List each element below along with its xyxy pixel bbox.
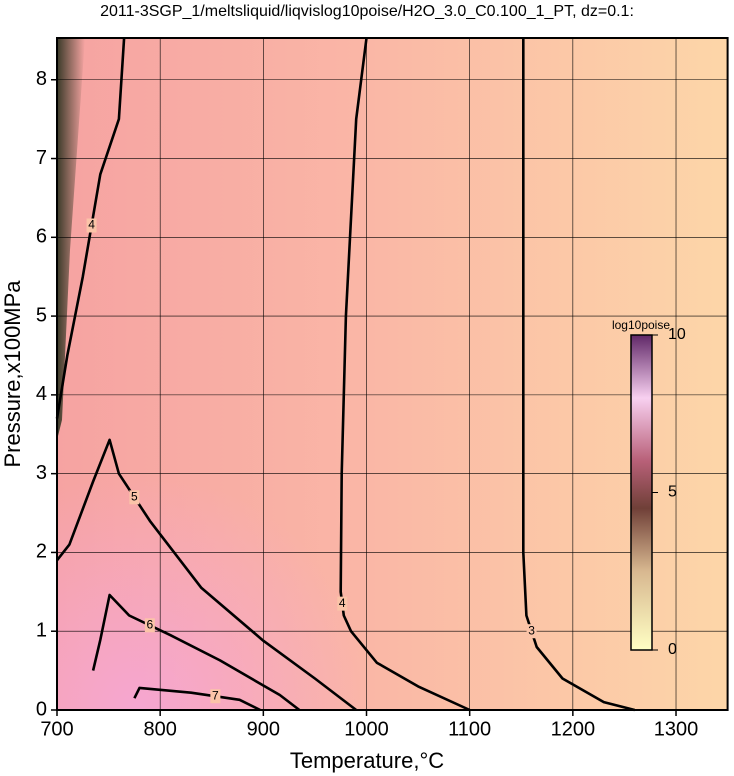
contour-label-bg bbox=[144, 618, 155, 633]
dense-contour-band bbox=[57, 38, 85, 440]
y-tick-label: 8 bbox=[36, 68, 47, 90]
contour-label: 4 bbox=[88, 218, 95, 232]
contour-label-bg bbox=[210, 689, 221, 704]
x-tick-label: 1100 bbox=[448, 718, 491, 740]
colorbar-tick-label: 10 bbox=[668, 326, 686, 343]
y-tick-label: 7 bbox=[36, 147, 47, 169]
contour-label-bg bbox=[86, 218, 97, 233]
y-tick-label: 5 bbox=[36, 304, 47, 326]
y-tick-label: 3 bbox=[36, 462, 47, 484]
contour-line bbox=[133, 686, 261, 712]
y-tick-label: 1 bbox=[36, 620, 47, 642]
x-tick-label: 1300 bbox=[654, 718, 699, 740]
x-tick-label: 1000 bbox=[344, 718, 389, 740]
colorbar-label: log10poise bbox=[612, 318, 670, 332]
contour-label: 5 bbox=[131, 489, 138, 503]
colorbar bbox=[630, 334, 653, 651]
y-axis-label: Pressure,x100MPa bbox=[0, 280, 25, 468]
chart-title: 2011-3SGP_1/meltsliquid/liqvislog10poise… bbox=[100, 3, 634, 20]
contour-label: 4 bbox=[339, 596, 346, 610]
colorbar-tick-label: 0 bbox=[668, 641, 677, 658]
x-axis-label: Temperature,°C bbox=[290, 748, 444, 773]
contour-label-bg bbox=[526, 624, 537, 639]
y-tick-label: 4 bbox=[36, 383, 47, 405]
contour-label: 3 bbox=[528, 623, 535, 637]
plot-frame bbox=[56, 37, 729, 711]
y-tick-label: 0 bbox=[36, 698, 47, 720]
colorbar-tick-label: 5 bbox=[668, 484, 677, 501]
contour-label-bg bbox=[337, 596, 348, 611]
y-tick-label: 6 bbox=[36, 226, 47, 248]
y-tick-label: 2 bbox=[36, 541, 47, 563]
x-tick-label: 800 bbox=[143, 718, 176, 740]
contour-label: 6 bbox=[147, 617, 154, 631]
x-tick-label: 1200 bbox=[551, 718, 596, 740]
contour-label-bg bbox=[129, 490, 140, 505]
x-tick-label: 900 bbox=[247, 718, 280, 740]
contour-label: 7 bbox=[212, 688, 219, 702]
x-tick-label: 700 bbox=[40, 718, 73, 740]
plot-shade bbox=[57, 38, 728, 710]
